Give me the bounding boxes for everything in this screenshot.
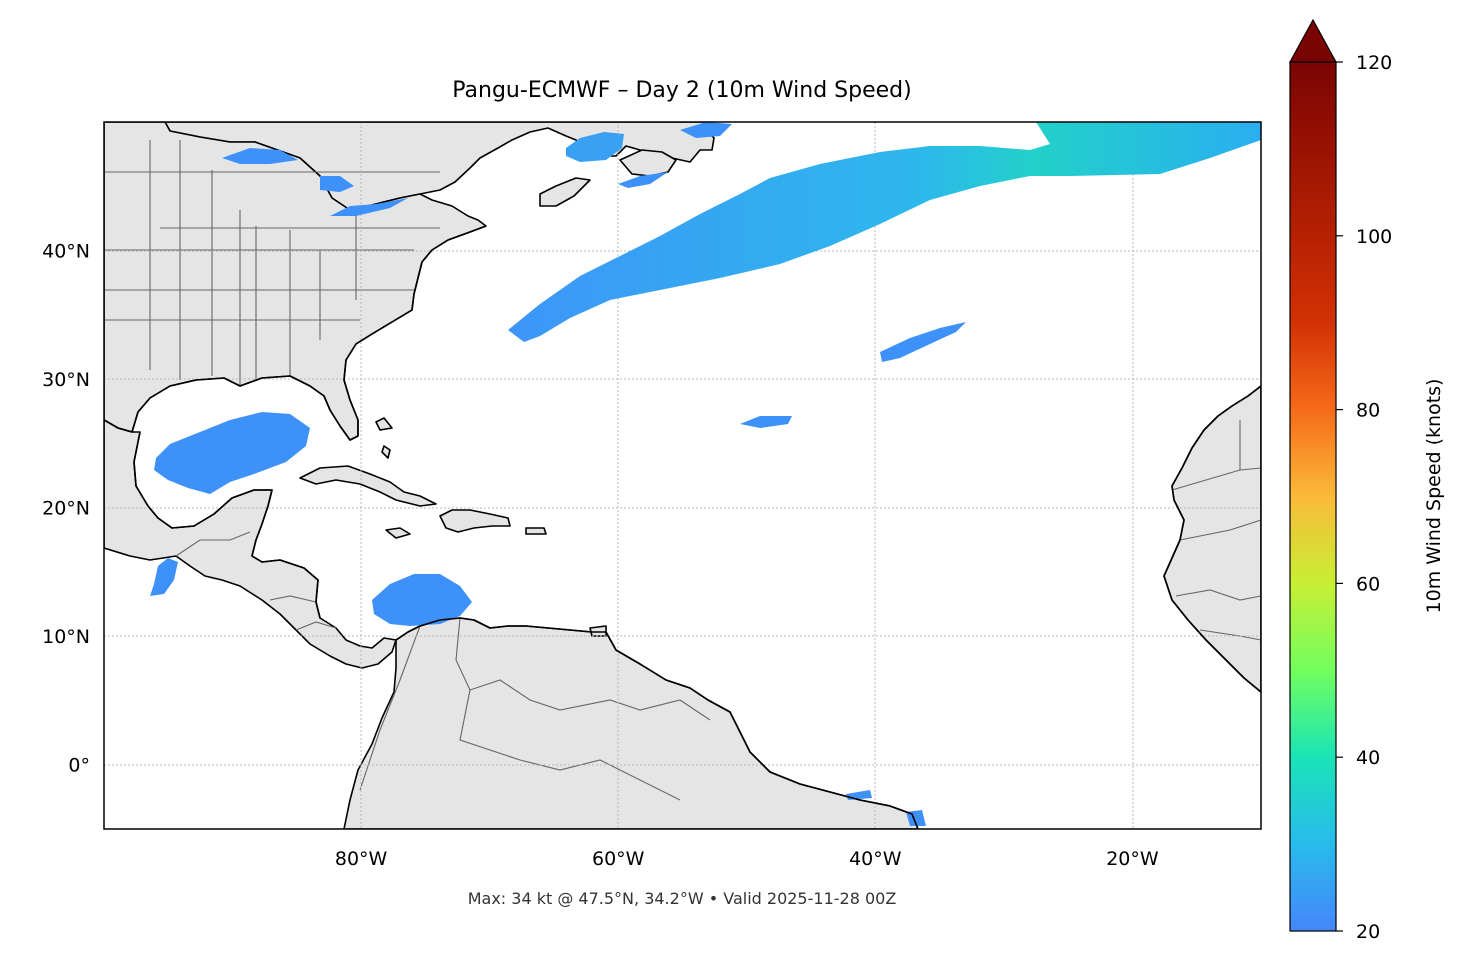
colorbar-tick-label: 100 [1356, 226, 1392, 248]
trinidad-island [589, 625, 607, 637]
colorbar-tick-label: 20 [1356, 921, 1380, 943]
latitude-tick-labels: 40°N 30°N 20°N 10°N 0° [42, 241, 90, 777]
colorbar[interactable]: 20 40 60 80 100 120 10m Wind Speed (knots) [1288, 18, 1445, 943]
lon-tick-label: 60°W [592, 848, 645, 870]
coastlines [104, 225, 1261, 829]
subtropical-streak [880, 322, 966, 362]
lat-tick-label: 30°N [42, 369, 90, 391]
st-lawrence-area [566, 132, 624, 162]
colorbar-label: 10m Wind Speed (knots) [1423, 379, 1445, 614]
political-borders [104, 140, 1261, 801]
colorbar-tick-label: 40 [1356, 747, 1380, 769]
map-title: Pangu-ECMWF – Day 2 (10m Wind Speed) [452, 78, 911, 103]
map-frame [103, 121, 1262, 830]
colorbar-tick-label: 80 [1356, 400, 1380, 422]
equatorial-wind-patch [846, 790, 926, 826]
labrador-wind-patch [618, 122, 732, 188]
north-atlantic-jet-band [508, 122, 1261, 342]
colorbar-extend-arrow [1288, 18, 1338, 63]
puerto-rico [525, 527, 547, 535]
colorbar-ticks: 20 40 60 80 100 120 [1336, 52, 1392, 943]
mid-atlantic-streak [740, 416, 792, 428]
lat-tick-label: 0° [68, 755, 90, 777]
map-footer: Max: 34 kt @ 47.5°N, 34.2°W • Valid 2025… [468, 889, 897, 908]
lat-tick-label: 40°N [42, 241, 90, 263]
nova-scotia [539, 177, 591, 207]
colorbar-tick-label: 120 [1356, 52, 1392, 74]
gulf-of-mexico-area [154, 412, 310, 494]
hispaniola [439, 509, 511, 533]
wind-speed-layer [150, 122, 1261, 826]
lat-tick-label: 20°N [42, 498, 90, 520]
lon-tick-label: 20°W [1106, 848, 1159, 870]
colorbar-gradient [1289, 61, 1337, 932]
lat-tick-label: 10°N [42, 626, 90, 648]
bahamas [375, 417, 393, 459]
lon-tick-label: 80°W [335, 848, 388, 870]
longitude-tick-labels: 80°W 60°W 40°W 20°W [335, 848, 1159, 870]
gridlines [104, 122, 1261, 829]
colorbar-tick-label: 60 [1356, 573, 1380, 595]
great-lakes-wind-patch [222, 148, 408, 216]
pacific-coast-area [150, 558, 178, 596]
map-panel[interactable] [103, 121, 1262, 830]
newfoundland [619, 149, 677, 177]
jamaica [385, 527, 411, 539]
cuba [299, 465, 437, 507]
lon-tick-label: 40°W [849, 848, 902, 870]
caribbean-area [372, 574, 472, 626]
